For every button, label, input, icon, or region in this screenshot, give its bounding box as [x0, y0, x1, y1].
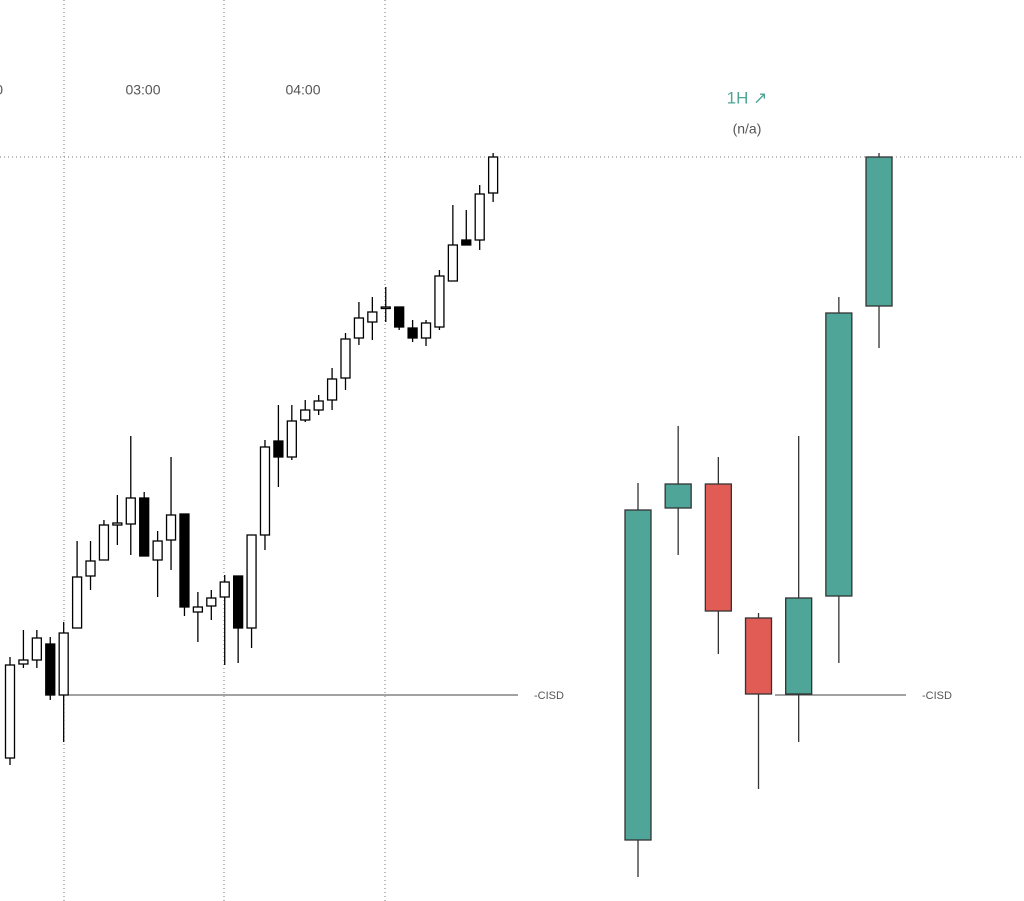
candle-body [865, 156, 893, 307]
candle-body [286, 420, 297, 458]
time-label: 04:00 [285, 82, 320, 98]
candle-body [31, 637, 42, 661]
candle-body [785, 597, 813, 695]
candle-body [394, 306, 405, 328]
candle-body [487, 156, 499, 194]
candle-body [18, 659, 29, 665]
candle-body [192, 606, 204, 613]
candle-body [219, 581, 230, 598]
candle-body [434, 275, 445, 328]
cisd-label: -CISD [922, 690, 952, 702]
candle-body [353, 317, 365, 339]
candle-body [273, 440, 284, 458]
timeframe-title: 1H ↗ [727, 88, 768, 107]
candle-body [380, 306, 391, 310]
candle-body [704, 483, 732, 612]
candle-body [300, 409, 311, 421]
candle-body [340, 338, 351, 379]
timeframe-subtitle: (n/a) [733, 121, 762, 137]
candle-body [4, 664, 16, 759]
candle-body [71, 576, 83, 629]
candle-body [367, 311, 378, 323]
candle-body [744, 617, 773, 695]
candle-body [313, 400, 324, 411]
candle-body [232, 575, 244, 629]
cisd-label: -CISD [534, 690, 564, 702]
candle-body [664, 483, 692, 509]
candle-body [461, 239, 472, 246]
candle-body [125, 497, 136, 525]
candle-body [45, 643, 56, 696]
candle-body [179, 513, 190, 608]
candle-body [58, 632, 69, 696]
time-label: 03:00 [125, 82, 160, 98]
time-label: 0 [0, 82, 3, 98]
candle-body [825, 312, 853, 597]
candle-body [420, 322, 432, 339]
candle-body [206, 597, 217, 607]
candle-body [326, 378, 338, 401]
time-grid [63, 0, 386, 901]
candle-body [85, 560, 96, 577]
candle-body [447, 244, 459, 282]
candle-body [152, 540, 163, 561]
candle-body [112, 522, 123, 526]
candle-body [624, 509, 652, 841]
candle-body [139, 497, 150, 557]
candle-body [407, 327, 418, 339]
candle-body [474, 193, 485, 241]
candle-body [246, 534, 257, 629]
candle-body [98, 524, 110, 561]
candle-body [165, 514, 177, 541]
candle-body [259, 446, 271, 536]
